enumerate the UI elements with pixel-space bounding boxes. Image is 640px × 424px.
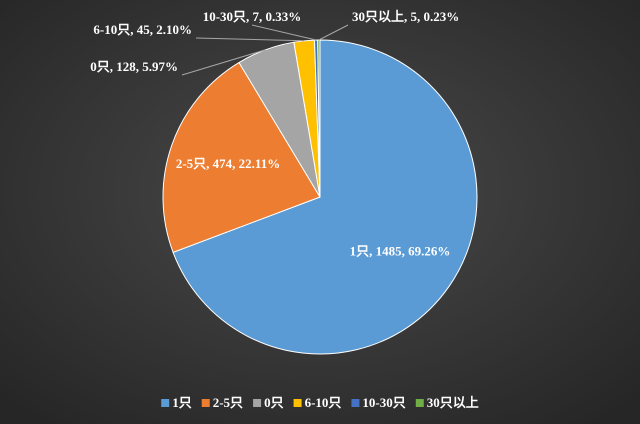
- data-label: 6-10只, 45, 2.10%: [93, 22, 192, 37]
- legend-swatch: [201, 399, 210, 407]
- legend-swatch: [415, 399, 424, 407]
- pie-slice: [162, 61, 321, 254]
- data-label: 10-30只, 7, 0.33%: [203, 9, 302, 24]
- leader-line: [181, 49, 266, 76]
- data-label: 0只, 128, 5.97%: [90, 59, 178, 74]
- data-label: 2-5只, 474, 22.11%: [176, 156, 280, 171]
- legend-label: 10-30只: [362, 395, 405, 410]
- data-label: 30只以上, 5, 0.23%: [352, 9, 459, 24]
- legend-label: 2-5只: [213, 395, 243, 410]
- legend-swatch: [351, 399, 360, 407]
- legend: 1只 2-5只 0只 6-10只 10-30只 30只以上: [161, 395, 479, 410]
- leader-line: [195, 37, 305, 42]
- leader-line: [251, 24, 317, 41]
- legend-label: 30只以上: [427, 395, 479, 410]
- legend-label: 1只: [172, 395, 192, 410]
- legend-swatch: [293, 399, 302, 407]
- legend-swatch: [253, 399, 262, 407]
- legend-label: 6-10只: [305, 395, 342, 410]
- pie-slice: [172, 39, 478, 355]
- legend-swatch: [161, 399, 170, 407]
- legend-label: 0只: [264, 395, 284, 410]
- leader-line: [318, 24, 349, 41]
- data-label: 1只, 1485, 69.26%: [350, 243, 451, 258]
